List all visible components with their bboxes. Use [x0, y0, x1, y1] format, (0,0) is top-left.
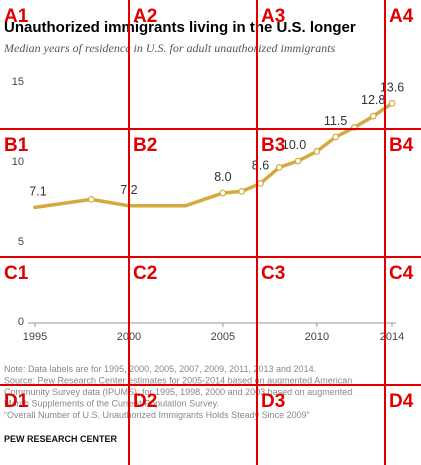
- overlay-cell-label: A3: [261, 6, 285, 27]
- data-point: [257, 179, 264, 187]
- note-line: Source: Pew Research Center estimates fo…: [4, 376, 352, 386]
- data-point: [313, 147, 321, 155]
- note-line: “Overall Number of U.S. Unauthorized Imm…: [4, 410, 310, 420]
- source-notes: Note: Data labels are for 1995, 2000, 20…: [4, 364, 352, 420]
- data-label: 7.1: [29, 184, 46, 198]
- chart-subtitle: Median years of residence in U.S. for ad…: [3, 41, 336, 55]
- y-tick-label: 15: [12, 76, 24, 88]
- data-label: 12.8: [361, 93, 385, 107]
- note-line: March Supplements of the Current Populat…: [4, 399, 219, 409]
- overlay-cell-label: A2: [133, 6, 157, 27]
- overlay-cell-label: A1: [4, 6, 29, 27]
- y-tick-label: 10: [12, 156, 24, 168]
- data-point: [369, 112, 377, 120]
- data-point: [388, 99, 396, 107]
- overlay-cell-label: B4: [389, 135, 414, 156]
- data-point: [87, 195, 95, 203]
- overlay-cell-label: B2: [133, 135, 157, 156]
- overlay-cell-label: D3: [261, 391, 285, 412]
- x-tick-label: 2014: [380, 331, 404, 343]
- data-point: [294, 157, 302, 165]
- overlay-cell-label: C4: [389, 263, 414, 284]
- overlay-cell-label: C1: [4, 263, 29, 284]
- chart-title: Unauthorized immigrants living in the U.…: [4, 19, 356, 36]
- x-tick-label: 1995: [23, 331, 47, 343]
- x-tick-label: 2010: [305, 331, 329, 343]
- overlay-cell-label: C3: [261, 263, 285, 284]
- y-tick-label: 5: [18, 236, 24, 248]
- data-label: 10.0: [282, 138, 306, 152]
- brand-label: PEW RESEARCH CENTER: [4, 434, 118, 444]
- data-point: [275, 163, 283, 171]
- data-point: [219, 189, 227, 197]
- x-tick-label: 2005: [211, 331, 235, 343]
- x-axis-ticks: 19952000200520102014: [23, 323, 404, 343]
- overlay-cell-label: D4: [389, 391, 414, 412]
- data-label: 8.0: [214, 170, 231, 184]
- data-label: 11.5: [324, 114, 347, 128]
- overlay-cell-label: D1: [4, 391, 29, 412]
- data-point: [238, 187, 246, 195]
- overlay-cell-label: A4: [389, 6, 414, 27]
- y-tick-label: 0: [18, 316, 24, 328]
- data-label: 13.6: [380, 80, 404, 94]
- overlay-cell-label: D2: [133, 391, 157, 412]
- note-line: Note: Data labels are for 1995, 2000, 20…: [4, 364, 316, 374]
- data-points: [87, 99, 396, 203]
- data-label: 8.6: [252, 158, 269, 172]
- overlay-cell-label: B1: [4, 135, 29, 156]
- note-line: Community Survey data (IPUMS); for 1995,…: [4, 387, 352, 397]
- y-axis-ticks: 0 5 10 15: [12, 76, 24, 328]
- overlay-cell-label: C2: [133, 263, 157, 284]
- overlay-cell-label: B3: [261, 135, 285, 156]
- data-point: [332, 133, 340, 141]
- data-labels: 7.17.28.08.610.011.512.813.6: [29, 80, 404, 198]
